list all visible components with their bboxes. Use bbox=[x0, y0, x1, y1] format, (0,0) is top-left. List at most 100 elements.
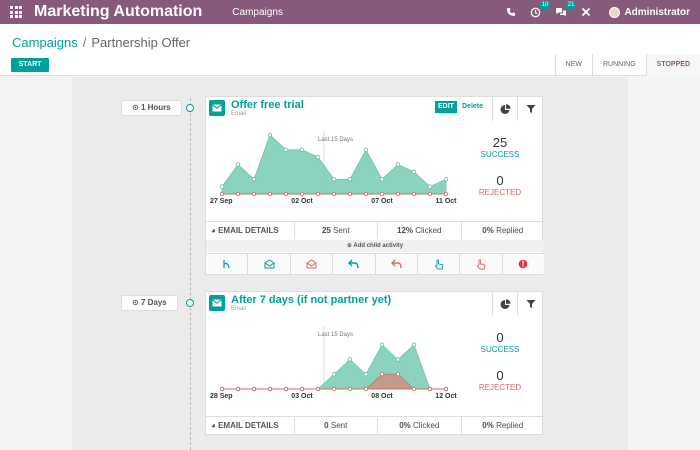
clicked-hand-icon[interactable] bbox=[416, 254, 459, 274]
envelope-icon bbox=[209, 295, 225, 311]
success-point bbox=[283, 147, 289, 152]
phone-icon[interactable] bbox=[506, 7, 516, 17]
replied-stat[interactable]: 0% Replied bbox=[460, 222, 545, 239]
success-point bbox=[395, 162, 401, 167]
x-tick-label: 03 Oct bbox=[291, 393, 313, 400]
stage-stopped[interactable]: STOPPED bbox=[645, 54, 700, 76]
rejected-point bbox=[235, 387, 240, 392]
success-point bbox=[347, 357, 353, 362]
clock-icon: ⊙ bbox=[132, 103, 139, 112]
breadcrumb-campaigns[interactable]: Campaigns bbox=[12, 35, 78, 50]
rejected-point bbox=[268, 387, 273, 392]
details-label: EMAIL DETAILS bbox=[218, 421, 279, 430]
activity-chart: Last 15 Days 27 Sep 02 Oct 07 Oct 11 Oct bbox=[210, 131, 457, 205]
x-tick-label: 02 Oct bbox=[291, 198, 313, 205]
stage-new[interactable]: NEW bbox=[554, 54, 592, 76]
messages-badge: 10 bbox=[539, 0, 551, 10]
reply-icon[interactable] bbox=[332, 254, 374, 274]
activity-title[interactable]: After 7 days (if not partner yet) bbox=[231, 294, 392, 306]
rejected-point bbox=[379, 192, 384, 197]
pie-chart-icon[interactable] bbox=[492, 292, 518, 316]
workflow-node bbox=[186, 104, 194, 112]
rejected-point bbox=[443, 192, 448, 197]
sent-stat[interactable]: 0 Sent bbox=[293, 417, 378, 434]
email-not-opened-icon[interactable] bbox=[289, 254, 332, 274]
activities-clock-icon[interactable]: 10 bbox=[530, 0, 551, 18]
edit-button[interactable]: EDIT bbox=[435, 101, 457, 113]
rejected-point bbox=[347, 192, 352, 197]
success-point bbox=[395, 357, 401, 362]
rejected-point bbox=[284, 387, 289, 392]
success-stat: 0 SUCCESS bbox=[460, 330, 540, 354]
plus-circle-icon: ⊕ bbox=[346, 243, 352, 249]
email-details-button[interactable]: ◕ EMAIL DETAILS bbox=[206, 222, 294, 239]
email-details-button[interactable]: ◕ EMAIL DETAILS bbox=[206, 417, 294, 434]
replied-stat[interactable]: 0% Replied bbox=[460, 417, 545, 434]
pie-chart-icon: ◕ bbox=[211, 421, 216, 430]
clicked-stat[interactable]: 0% Clicked bbox=[377, 417, 461, 434]
success-point bbox=[315, 154, 321, 160]
success-stat: 25 SUCCESS bbox=[460, 135, 540, 159]
delay-label: 1 Hours bbox=[140, 103, 171, 112]
chat-bubbles-icon[interactable]: 21 bbox=[555, 0, 577, 18]
success-point bbox=[235, 162, 241, 167]
activity-delay: ⊙ 1 Hours bbox=[121, 100, 182, 116]
rejected-label: REJECTED bbox=[478, 188, 522, 197]
success-point bbox=[219, 184, 225, 189]
envelope-icon bbox=[209, 100, 225, 116]
chart-period-label: Last 15 Days bbox=[318, 332, 353, 338]
pie-chart-icon[interactable] bbox=[492, 97, 518, 121]
email-details-bar: ◕ EMAIL DETAILS 0 Sent 0% Clicked 0% Rep… bbox=[206, 416, 544, 434]
sent-value: 0 bbox=[324, 421, 329, 430]
rejected-point bbox=[316, 387, 321, 392]
not-replied-icon[interactable] bbox=[374, 254, 417, 274]
clicked-stat[interactable]: 12% Clicked bbox=[377, 222, 461, 239]
delay-label: 7 Days bbox=[140, 298, 167, 307]
rejected-point bbox=[443, 387, 448, 392]
trigger-after-icon[interactable] bbox=[206, 254, 247, 274]
activity-chart: Last 15 Days 28 Sep 03 Oct 08 Oct 12 Oct bbox=[210, 326, 457, 400]
rejected-point bbox=[252, 387, 257, 392]
success-point bbox=[331, 372, 337, 377]
rejected-point bbox=[332, 192, 337, 197]
add-child-label: Add child activity bbox=[353, 243, 404, 249]
add-child-activity[interactable]: ⊕ Add child activity bbox=[206, 240, 544, 252]
delete-button[interactable]: Delete bbox=[462, 103, 484, 110]
rejected-point bbox=[219, 192, 224, 197]
x-tick-label: 28 Sep bbox=[210, 393, 233, 400]
success-area bbox=[221, 134, 447, 195]
rejected-point bbox=[363, 192, 368, 197]
sent-stat[interactable]: 25 Sent bbox=[293, 222, 378, 239]
stage-running[interactable]: RUNNING bbox=[592, 54, 646, 76]
rejected-count: 0 bbox=[496, 173, 504, 188]
bounced-icon[interactable] bbox=[501, 254, 544, 274]
sent-label: Sent bbox=[333, 226, 350, 235]
activity-card: After 7 days (if not partner yet) Email … bbox=[205, 291, 544, 435]
success-point bbox=[299, 147, 305, 152]
replied-value: 0% bbox=[482, 421, 494, 430]
x-tick-label: 07 Oct bbox=[371, 198, 393, 205]
filter-icon[interactable] bbox=[517, 292, 543, 316]
user-menu[interactable]: Administrator bbox=[609, 6, 690, 18]
not-clicked-hand-icon[interactable] bbox=[459, 254, 501, 274]
success-label: SUCCESS bbox=[480, 345, 520, 354]
start-button[interactable]: START bbox=[11, 58, 49, 72]
menu-campaigns[interactable]: Campaigns bbox=[232, 6, 283, 18]
activity-title[interactable]: Offer free trial bbox=[231, 99, 304, 111]
top-navbar: Marketing Automation Campaigns 10 21 Adm… bbox=[0, 0, 700, 24]
workflow-connector bbox=[190, 98, 191, 450]
success-label: SUCCESS bbox=[480, 150, 520, 159]
rejected-point bbox=[316, 192, 321, 197]
debug-tools-icon[interactable] bbox=[581, 7, 591, 17]
control-panel: Campaigns / Partnership Offer START NEW RU… bbox=[0, 24, 700, 76]
rejected-point bbox=[427, 192, 432, 197]
success-count: 0 bbox=[496, 330, 504, 345]
workflow-node bbox=[186, 299, 194, 307]
rejected-point bbox=[252, 192, 257, 197]
activity-delay: ⊙ 7 Days bbox=[121, 295, 178, 311]
x-tick-label: 08 Oct bbox=[371, 393, 393, 400]
apps-grid-icon[interactable] bbox=[10, 6, 22, 18]
filter-icon[interactable] bbox=[517, 97, 543, 121]
x-tick-label: 11 Oct bbox=[435, 198, 457, 205]
email-opened-icon[interactable] bbox=[247, 254, 289, 274]
